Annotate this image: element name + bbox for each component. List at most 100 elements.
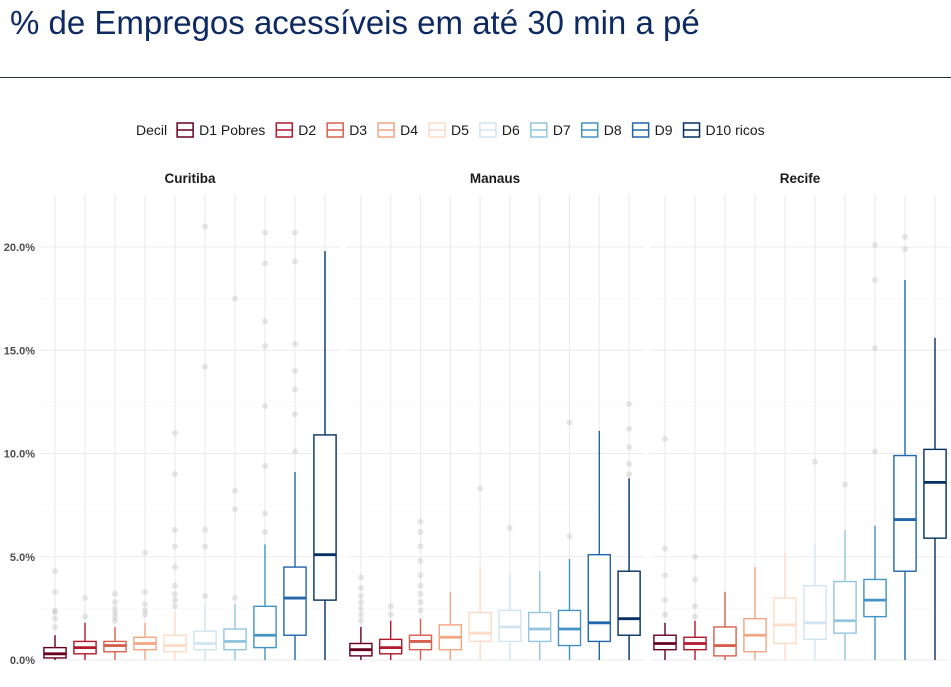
box-curitiba-d6 [193, 630, 217, 651]
outlier-point-manaus-d3 [417, 590, 424, 597]
outlier-point-manaus-d3 [417, 518, 424, 525]
outlier-point-manaus-d1-pobres [357, 574, 364, 581]
legend-label-d8: D8 [604, 122, 622, 138]
legend-title: Decil [136, 122, 167, 138]
legend-label-d1-pobres: D1 Pobres [199, 122, 265, 138]
legend-label-d4: D4 [400, 122, 418, 138]
outlier-point-curitiba-d5 [172, 471, 178, 478]
outlier-point-curitiba-d9 [292, 411, 298, 418]
outlier-point-curitiba-d6 [202, 526, 208, 533]
outlier-point-curitiba-d8 [262, 229, 268, 236]
outlier-point-curitiba-d5 [172, 603, 178, 610]
box-curitiba-d7 [223, 628, 247, 651]
outlier-point-manaus-d3 [417, 543, 424, 550]
outlier-point-curitiba-d8 [262, 318, 268, 325]
outlier-point-recife-d1-pobres [662, 572, 668, 579]
outlier-point-curitiba-d5 [172, 597, 178, 604]
outlier-point-curitiba-d8 [262, 403, 268, 410]
box-recife-d3 [713, 626, 737, 657]
outlier-point-manaus-d3 [417, 557, 424, 564]
box-recife-d7 [833, 580, 857, 634]
outlier-point-manaus-d5 [477, 485, 484, 492]
outlier-point-curitiba-d5 [172, 543, 178, 550]
outlier-point-curitiba-d1-pobres [52, 623, 58, 630]
box-curitiba-d8 [253, 605, 277, 649]
outlier-point-recife-d2 [692, 613, 698, 620]
outlier-point-recife-d9 [902, 246, 908, 253]
legend-label-d7: D7 [553, 122, 571, 138]
outlier-point-recife-d8 [872, 241, 878, 248]
outlier-point-curitiba-d5 [172, 564, 178, 571]
outlier-point-curitiba-d3 [112, 605, 118, 612]
panel-title-manaus: Manaus [470, 171, 520, 186]
outlier-point-curitiba-d5 [172, 590, 178, 597]
outlier-point-curitiba-d9 [292, 386, 298, 393]
outlier-point-curitiba-d1-pobres [52, 615, 58, 622]
legend-label-d6: D6 [502, 122, 520, 138]
box-recife-d6 [803, 584, 827, 641]
box-curitiba-d9 [283, 566, 307, 636]
outlier-point-curitiba-d8 [262, 528, 268, 535]
outlier-point-manaus-d3 [417, 528, 424, 535]
y-tick-label: 5.0% [10, 552, 35, 564]
legend-label-d2: D2 [298, 122, 316, 138]
outlier-point-curitiba-d9 [292, 448, 298, 455]
outlier-point-recife-d8 [872, 448, 878, 455]
box-recife-d9 [893, 454, 917, 572]
legend-label-d9: D9 [655, 122, 673, 138]
outlier-point-curitiba-d4 [142, 588, 148, 595]
box-manaus-d9 [587, 553, 612, 643]
outlier-point-curitiba-d3 [112, 599, 118, 606]
outlier-point-curitiba-d1-pobres [52, 568, 58, 575]
outlier-point-manaus-d8 [566, 533, 573, 540]
outlier-point-recife-d6 [812, 458, 818, 465]
box-recife-d5 [773, 597, 797, 645]
outlier-point-curitiba-d8 [262, 343, 268, 350]
y-tick-label: 15.0% [4, 345, 35, 357]
outlier-point-manaus-d1-pobres [357, 605, 364, 612]
box-curitiba-d10-ricos [313, 434, 337, 601]
outlier-point-manaus-d2 [387, 603, 394, 610]
outlier-point-curitiba-d6 [202, 592, 208, 599]
outlier-point-manaus-d1-pobres [357, 584, 364, 591]
outlier-point-manaus-d1-pobres [357, 599, 364, 606]
outlier-point-curitiba-d8 [262, 510, 268, 517]
outlier-point-recife-d8 [872, 345, 878, 352]
outlier-point-manaus-d3 [417, 572, 424, 579]
outlier-point-manaus-d10-ricos [626, 444, 633, 451]
panel-title-curitiba: Curitiba [164, 171, 215, 186]
box-manaus-d5 [468, 611, 492, 643]
box-manaus-d10-ricos [617, 570, 641, 636]
outlier-point-manaus-d3 [417, 582, 424, 589]
legend-label-d3: D3 [349, 122, 367, 138]
outlier-point-curitiba-d3 [112, 617, 118, 624]
outlier-point-curitiba-d6 [202, 223, 208, 230]
outlier-point-curitiba-d4 [142, 611, 148, 618]
outlier-point-curitiba-d7 [232, 595, 238, 602]
outlier-point-curitiba-d9 [292, 258, 298, 265]
outlier-point-curitiba-d7 [232, 295, 238, 302]
outlier-point-recife-d8 [872, 277, 878, 284]
outlier-point-recife-d1-pobres [662, 436, 668, 443]
outlier-point-curitiba-d5 [172, 582, 178, 589]
outlier-point-curitiba-d5 [172, 526, 178, 533]
outlier-point-recife-d2 [692, 603, 698, 610]
box-recife-d8 [863, 578, 887, 618]
outlier-point-recife-d2 [692, 553, 698, 560]
outlier-point-recife-d2 [692, 576, 698, 583]
box-manaus-d7 [527, 611, 552, 643]
legend-label-d5: D5 [451, 122, 469, 138]
outlier-point-manaus-d10-ricos [626, 425, 633, 432]
outlier-point-manaus-d1-pobres [357, 617, 364, 624]
outlier-point-manaus-d1-pobres [357, 592, 364, 599]
box-recife-d10-ricos [923, 448, 947, 539]
outlier-point-recife-d1-pobres [662, 545, 668, 552]
outlier-point-curitiba-d1-pobres [52, 588, 58, 595]
y-tick-label: 10.0% [4, 449, 35, 461]
outlier-point-manaus-d8 [566, 419, 573, 426]
outlier-point-manaus-d1-pobres [357, 611, 364, 618]
outlier-point-curitiba-d4 [142, 601, 148, 608]
outlier-point-curitiba-d7 [232, 487, 238, 494]
outlier-point-curitiba-d9 [292, 229, 298, 236]
